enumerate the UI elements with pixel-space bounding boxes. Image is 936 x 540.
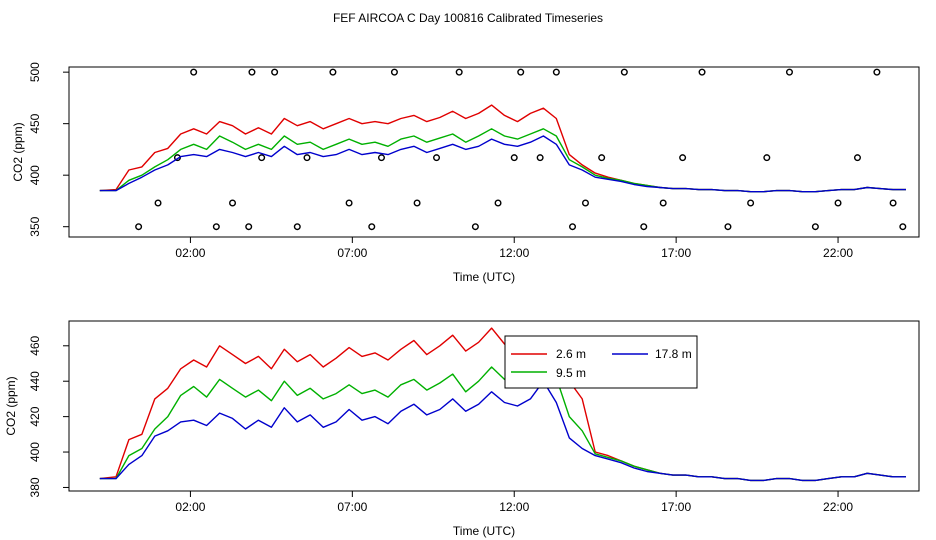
calibration-point [368,223,376,231]
x-axis-label: Time (UTC) [453,524,515,538]
y-tick-label: 450 [28,113,42,133]
calibration-point [620,68,628,76]
calibration-point [390,68,398,76]
series-line-3 [99,135,906,193]
x-tick-label: 22:00 [823,500,853,514]
plot-frame [68,66,920,238]
calibration-point [581,199,589,207]
calibration-point [413,199,421,207]
calibration-point [510,154,518,162]
calibration-point [471,223,479,231]
calibration-point [212,223,220,231]
calibration-point [345,199,353,207]
series-line-2 [99,355,906,482]
x-tick-label: 17:00 [661,500,691,514]
calibration-point [889,199,897,207]
legend-box [504,335,698,389]
calibration-point [763,154,771,162]
x-tick-label: 22:00 [823,246,853,260]
calibration-point [154,199,162,207]
calibration-point [698,68,706,76]
calibration-point [135,223,143,231]
calibration-point [245,223,253,231]
x-tick-label: 07:00 [337,246,367,260]
x-axis-label: Time (UTC) [453,270,515,284]
y-tick-label: 400 [28,165,42,185]
calibration-point [229,199,237,207]
y-tick-label: 440 [28,371,42,391]
chart-panel-top: CO2 (ppm) Time (UTC) 02:00 07:00 12:00 17:0… [11,62,920,284]
calibration-point [899,223,907,231]
calibration-point [679,154,687,162]
y-tick-label: 380 [28,477,42,497]
calibration-point [598,154,606,162]
y-tick-label: 500 [28,62,42,82]
calibration-point [659,199,667,207]
x-tick-label: 07:00 [337,500,367,514]
calibration-point [190,68,198,76]
y-axis-label: CO2 (ppm) [4,376,18,435]
legend-label-17-8m: 17.8 m [655,347,692,361]
calibration-point [329,68,337,76]
series-line-1 [99,104,906,193]
chart-title: FEF AIRCOA C Day 100816 Calibrated Times… [333,11,603,25]
calibration-point [853,154,861,162]
calibration-point [724,223,732,231]
calibration-point [258,154,266,162]
x-tick-label: 12:00 [499,246,529,260]
x-tick-label: 02:00 [175,500,205,514]
y-tick-label: 460 [28,335,42,355]
calibration-point [640,223,648,231]
x-tick-label: 02:00 [175,246,205,260]
calibration-point [785,68,793,76]
calibration-point [293,223,301,231]
legend-label-2-6m: 2.6 m [556,347,586,361]
series-line-2 [99,128,906,193]
series-line-1 [99,327,906,482]
calibration-point [494,199,502,207]
x-tick-label: 12:00 [499,500,529,514]
y-tick-label: 420 [28,406,42,426]
calibration-point [517,68,525,76]
legend-label-9-5m: 9.5 m [556,366,586,380]
y-axis-label: CO2 (ppm) [11,122,25,181]
calibration-point [377,154,385,162]
calibration-point [303,154,311,162]
calibration-point [811,223,819,231]
calibration-point [569,223,577,231]
calibration-point [271,68,279,76]
chart-panel-bottom: CO2 (ppm) Time (UTC) 2.6 m 17.8 m 9.5 m … [4,320,920,538]
legend: 2.6 m 17.8 m 9.5 m [504,335,698,389]
calibration-point [455,68,463,76]
calibration-point [536,154,544,162]
calibration-point [248,68,256,76]
x-tick-label: 17:00 [661,246,691,260]
calibration-point [873,68,881,76]
plot-frame [68,320,920,492]
calibration-point [433,154,441,162]
series-line-3 [99,380,906,482]
calibration-point [747,199,755,207]
y-tick-label: 400 [28,442,42,462]
y-tick-label: 350 [28,216,42,236]
calibration-point [552,68,560,76]
calibration-point [834,199,842,207]
